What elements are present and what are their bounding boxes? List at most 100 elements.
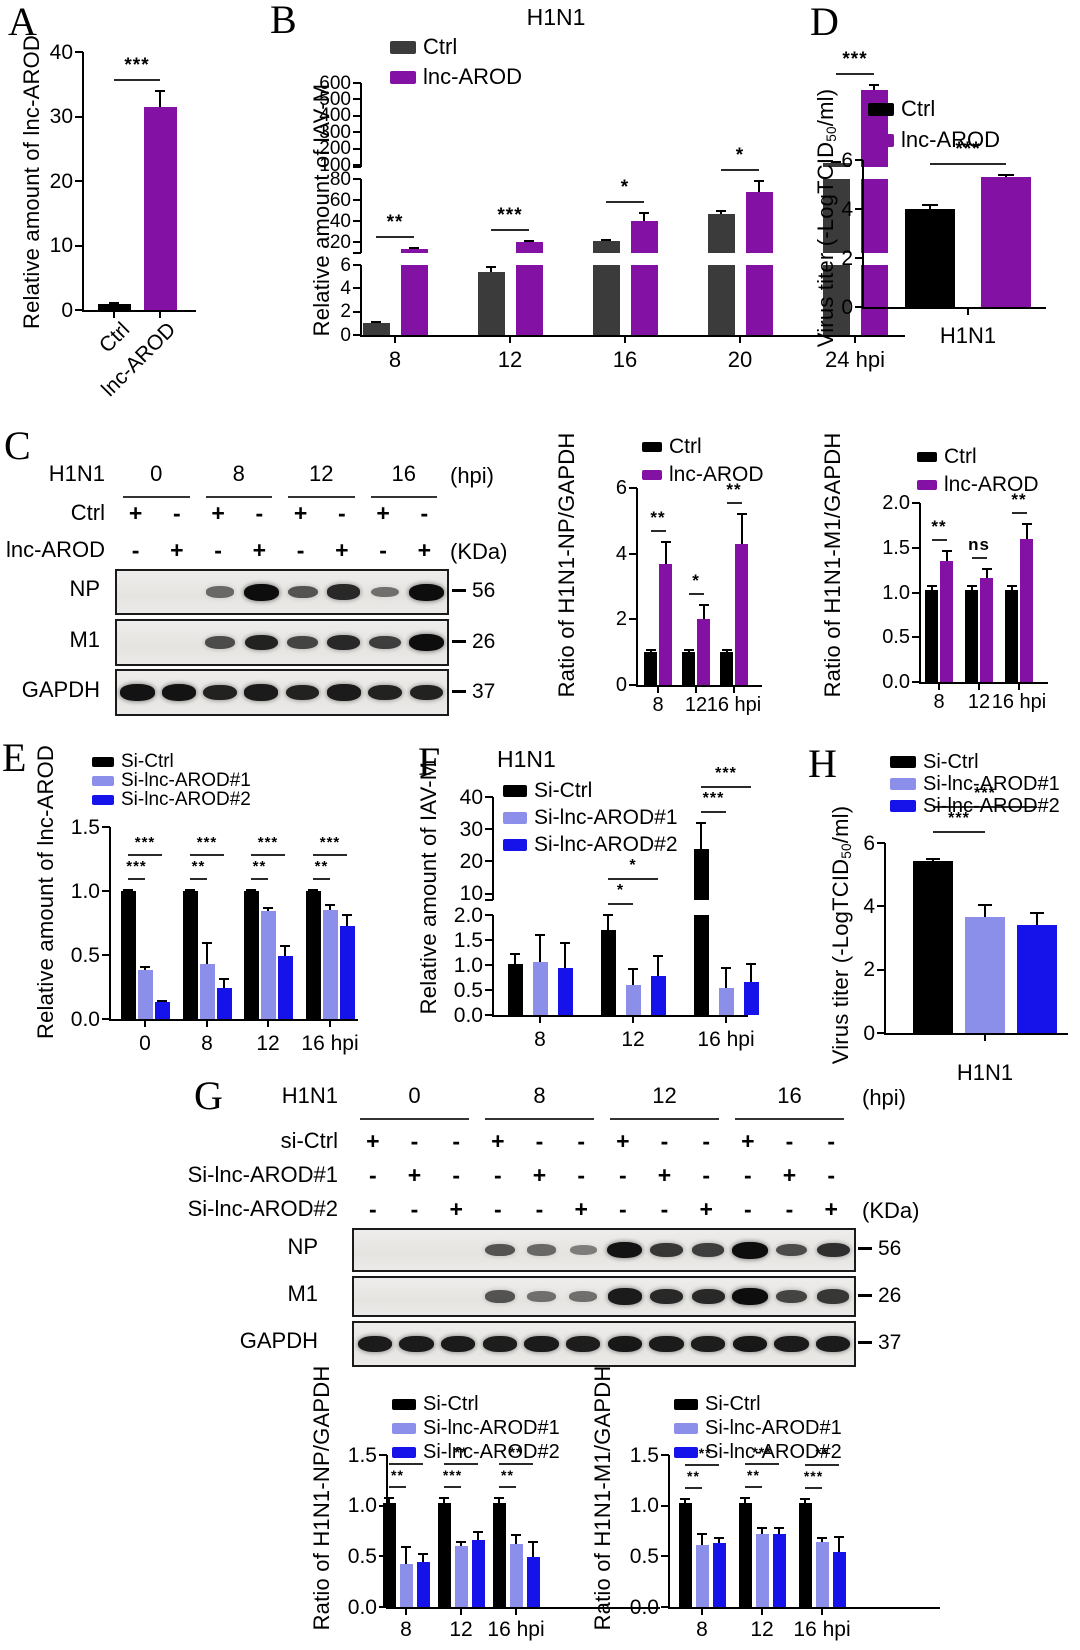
y-tick xyxy=(353,310,361,313)
sig-line xyxy=(491,229,529,232)
bar xyxy=(644,652,657,685)
sig-label: *** xyxy=(497,205,523,227)
y-tick xyxy=(353,98,361,101)
sig-line xyxy=(114,78,160,81)
x-category-label: 16 hpi xyxy=(706,694,762,716)
lane-sign: + xyxy=(574,1196,588,1222)
error-bar xyxy=(761,1527,763,1535)
sig-line xyxy=(745,1485,762,1488)
legend-label: Si-lnc-AROD#2 xyxy=(121,789,251,810)
panel-label-d: D xyxy=(810,0,839,44)
y-tick xyxy=(353,287,361,290)
panel-label-g: G xyxy=(194,1073,223,1118)
y-axis xyxy=(360,179,362,253)
legend-swatch xyxy=(390,70,416,84)
y-tick-label: 4 xyxy=(841,197,853,221)
y-tick-label: 0 xyxy=(340,324,351,346)
x-tick xyxy=(938,684,940,690)
sig-line xyxy=(933,806,1037,809)
error-bar-cap xyxy=(535,933,545,936)
bar xyxy=(905,209,955,307)
legend-item: Si-lnc-AROD#1 xyxy=(674,1418,842,1438)
y-tick xyxy=(855,159,863,161)
error-bar xyxy=(821,1538,823,1543)
x-category-label: 8 xyxy=(400,1618,412,1641)
lane-sign: - xyxy=(660,1196,669,1222)
bar xyxy=(693,848,709,900)
x-tick xyxy=(821,1609,823,1615)
x-tick xyxy=(733,687,735,693)
blot-band xyxy=(817,1289,850,1304)
lane-sign: - xyxy=(577,1162,585,1188)
bar xyxy=(592,265,620,335)
sig-label: * xyxy=(629,857,637,874)
blot-group-underline xyxy=(735,1118,844,1120)
lane-sign: - xyxy=(618,1196,627,1222)
y-axis xyxy=(82,52,84,310)
error-bar xyxy=(284,946,286,957)
blot-band xyxy=(327,634,361,651)
y-tick xyxy=(353,114,361,117)
lane-sign: + xyxy=(824,1196,838,1222)
y-tick xyxy=(629,684,637,686)
y-tick-label: 1.5 xyxy=(347,1443,377,1467)
blot-band xyxy=(607,1241,643,1259)
lane-sign: - xyxy=(827,1128,835,1154)
error-bar xyxy=(477,1532,479,1541)
bar xyxy=(216,988,232,1019)
blot-band xyxy=(774,1335,809,1353)
error-bar xyxy=(514,954,516,964)
marker-label: 26 xyxy=(472,629,496,653)
bar xyxy=(860,265,888,335)
y-axis xyxy=(360,265,362,335)
legend-label: lnc-AROD xyxy=(944,473,1039,496)
lane-sign: - xyxy=(338,500,346,526)
error-bar-cap xyxy=(941,550,952,553)
bar xyxy=(454,1546,468,1607)
bar xyxy=(630,265,658,335)
y-tick-label: 1.5 xyxy=(70,815,100,839)
blot-group-underline xyxy=(610,1118,719,1120)
lane-sign: + xyxy=(616,1128,630,1154)
error-bar-cap xyxy=(757,1526,767,1529)
y-tick xyxy=(855,306,863,308)
x-axis xyxy=(884,1033,1068,1035)
sig-line xyxy=(971,557,987,560)
legend-label: Si-lnc-AROD#1 xyxy=(423,1417,560,1439)
x-category-label: 8 xyxy=(201,1032,213,1055)
lane-sign: - xyxy=(368,1162,377,1188)
error-bar-cap xyxy=(439,1496,449,1499)
blot-band xyxy=(326,684,361,701)
error-bar xyxy=(498,1497,500,1503)
x-tick xyxy=(1018,684,1020,690)
blot-band xyxy=(607,1288,643,1305)
error-bar-cap xyxy=(926,858,940,861)
x-category-label: H1N1 xyxy=(939,323,997,348)
lane-sign: - xyxy=(296,537,305,563)
error-bar-cap xyxy=(263,906,273,909)
error-bar-cap xyxy=(966,585,977,588)
y-tick-label: 2.0 xyxy=(882,492,910,514)
lane-sign: + xyxy=(699,1196,713,1222)
error-bar xyxy=(740,514,743,544)
sig-line xyxy=(805,1463,839,1466)
error-bar-cap xyxy=(494,1496,504,1499)
y-tick-label: 6 xyxy=(340,254,351,276)
x-category-label: 24 hpi xyxy=(825,347,885,372)
y-tick-label: 1.0 xyxy=(629,1494,659,1518)
lane-sign: + xyxy=(407,1162,422,1188)
lane-sign: - xyxy=(452,1162,460,1188)
error-bar xyxy=(984,904,986,918)
error-bar-cap xyxy=(683,648,694,651)
blot-band xyxy=(243,583,279,601)
x-category-label: 12 xyxy=(967,691,991,713)
blot-band xyxy=(120,684,155,701)
bar xyxy=(693,915,709,1015)
error-bar-cap xyxy=(219,978,229,981)
x-axis xyxy=(636,685,762,687)
lane-sign: - xyxy=(255,500,264,526)
y-tick xyxy=(75,244,83,247)
hpi-label: (hpi) xyxy=(862,1085,907,1110)
error-bar-cap xyxy=(371,321,381,324)
